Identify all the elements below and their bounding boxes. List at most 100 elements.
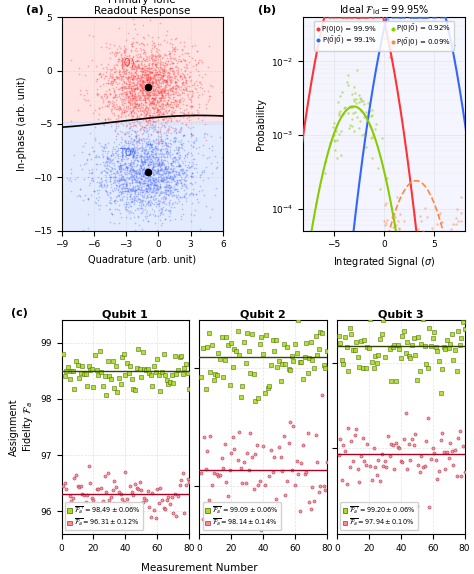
Point (146, 185, 154, 194)
Point (148, 80, 156, 90)
Point (177, 177, 184, 187)
Point (148, 142, 155, 152)
Point (151, 51, 158, 60)
Point (106, 173, 114, 182)
Point (125, 168, 133, 177)
Point (355, 90, 363, 99)
Point (180, 63, 188, 72)
Point (131, 225, 139, 234)
Point (155, 110, 162, 119)
Point (351, 346, 358, 355)
Point (106, 173, 114, 182)
Point (158, 53, 166, 63)
Point (121, 187, 128, 196)
Point (152, 70, 159, 79)
Point (145, 78, 153, 87)
Point (141, 123, 149, 132)
Point (403, 464, 411, 474)
Point (141, 184, 148, 193)
Point (301, 352, 308, 361)
Point (128, 139, 136, 148)
Point (106, 371, 113, 380)
Point (130, 84, 137, 94)
Point (101, 140, 109, 149)
Point (166, 103, 174, 112)
Point (158, 136, 165, 145)
Point (64, 363, 72, 372)
Point (285, 364, 292, 374)
Point (234, 327, 241, 336)
Point (147, 63, 155, 72)
Point (365, 13, 373, 22)
Point (139, 91, 146, 100)
Point (434, 346, 441, 355)
Point (182, 171, 190, 180)
Point (172, 161, 180, 170)
Point (137, 196, 145, 205)
Point (250, 484, 257, 493)
Point (182, 76, 190, 85)
Point (93, 185, 100, 195)
Point (96, 181, 103, 191)
Point (142, 127, 150, 136)
Point (136, 76, 144, 86)
Point (124, 138, 132, 147)
Point (153, 102, 160, 111)
Point (147, 78, 155, 87)
Point (139, 176, 147, 185)
Point (99, 153, 107, 162)
Point (121, 77, 128, 87)
Point (155, 53, 163, 62)
Point (152, 100, 160, 109)
Point (137, 162, 145, 171)
Point (127, 77, 134, 86)
Point (161, 181, 169, 191)
Point (173, 148, 181, 157)
Point (154, 69, 162, 79)
Point (143, 91, 151, 100)
Point (144, 117, 151, 126)
Point (130, 101, 137, 110)
Point (200, 129, 208, 138)
Point (367, 314, 374, 323)
Point (157, 151, 165, 160)
Point (122, 180, 130, 189)
Point (147, 181, 155, 190)
Point (164, 99, 172, 108)
Text: (c): (c) (10, 308, 27, 318)
Point (176, 90, 184, 99)
Point (312, 332, 319, 341)
Point (71, 174, 79, 184)
Point (133, 80, 141, 89)
Point (129, 15, 137, 24)
Point (144, 181, 152, 190)
Point (134, 84, 141, 93)
Point (146, 115, 153, 124)
Point (343, 479, 350, 488)
Point (410, 13, 417, 22)
Point (125, 67, 133, 76)
Point (168, 86, 175, 95)
Point (149, 152, 157, 161)
Point (232, 511, 240, 521)
Point (445, 343, 452, 352)
Point (163, 178, 171, 187)
Point (140, 164, 148, 173)
Point (121, 81, 128, 90)
Point (144, 176, 152, 185)
Point (142, 121, 150, 130)
Point (149, 99, 156, 108)
Point (170, 87, 177, 96)
Point (125, 149, 132, 158)
Point (174, 99, 182, 108)
Point (156, 104, 164, 113)
Point (376, 476, 384, 486)
Point (173, 102, 180, 111)
Point (150, 38, 157, 47)
Point (152, 187, 159, 196)
Point (149, 103, 157, 113)
Point (125, 81, 132, 90)
Point (153, 112, 161, 121)
Point (173, 193, 181, 202)
Point (137, 95, 145, 104)
